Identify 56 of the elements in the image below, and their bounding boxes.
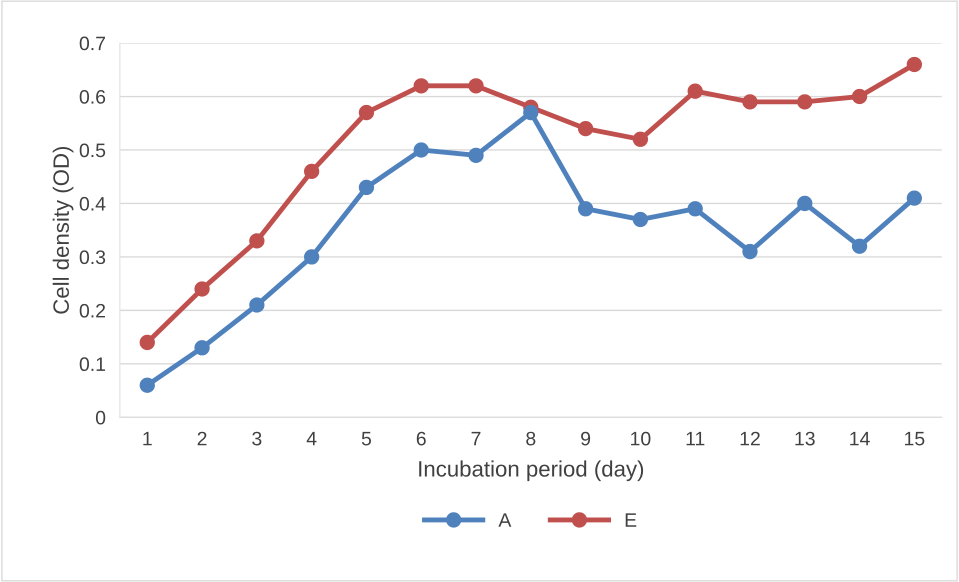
x-tick-label: 2 xyxy=(198,432,206,446)
point xyxy=(523,104,538,120)
point xyxy=(140,378,155,393)
point xyxy=(578,201,594,216)
point xyxy=(578,120,594,136)
x-tick-label: 15 xyxy=(905,432,924,446)
point xyxy=(852,238,868,254)
point xyxy=(742,94,758,110)
x-axis-title: Incubation period (day) xyxy=(419,460,644,482)
point xyxy=(414,78,429,94)
point xyxy=(688,84,703,99)
point xyxy=(304,164,320,180)
point xyxy=(468,78,484,94)
y-tick-label: 0.5 xyxy=(80,143,106,158)
y-tick-label: 0.2 xyxy=(80,304,106,318)
legend-label: A xyxy=(498,513,512,527)
x-tick-label: 9 xyxy=(581,432,590,446)
point xyxy=(414,142,429,158)
point xyxy=(742,244,758,260)
y-tick-label: 0.7 xyxy=(80,36,106,50)
y-tick-label: 0.1 xyxy=(80,357,106,372)
x-tick-label: 14 xyxy=(850,432,870,446)
y-tick-label: 0.3 xyxy=(80,250,106,264)
x-tick-label: 1 xyxy=(143,432,152,446)
point xyxy=(906,56,922,72)
x-tick-label: 13 xyxy=(795,432,815,446)
point xyxy=(249,297,264,313)
point xyxy=(358,104,374,120)
x-tick-label: 7 xyxy=(472,432,480,446)
x-tick-label: 3 xyxy=(252,432,262,446)
point xyxy=(468,148,484,163)
point xyxy=(358,180,374,196)
point xyxy=(194,281,210,297)
point xyxy=(140,334,155,350)
x-tick-label: 6 xyxy=(416,432,426,446)
point xyxy=(304,249,320,265)
x-tick-label: 10 xyxy=(631,432,650,446)
point xyxy=(906,190,922,206)
legend-label: E xyxy=(626,513,636,527)
point xyxy=(852,88,868,104)
point xyxy=(797,196,812,212)
point xyxy=(797,94,812,110)
y-axis-title: Cell density (OD) xyxy=(52,146,74,314)
point xyxy=(249,233,264,249)
x-tick-label: 8 xyxy=(526,432,536,446)
y-tick-label: 0.6 xyxy=(80,90,106,104)
x-tick-label: 11 xyxy=(686,432,704,446)
x-tick-label: 5 xyxy=(362,432,372,446)
point xyxy=(194,340,210,356)
point xyxy=(688,201,703,216)
x-tick-label: 12 xyxy=(740,432,760,446)
point xyxy=(632,212,648,228)
point xyxy=(632,132,648,147)
x-tick-label: 4 xyxy=(306,432,316,446)
y-tick-label: 0 xyxy=(96,410,106,425)
y-tick-label: 0.4 xyxy=(80,196,106,211)
